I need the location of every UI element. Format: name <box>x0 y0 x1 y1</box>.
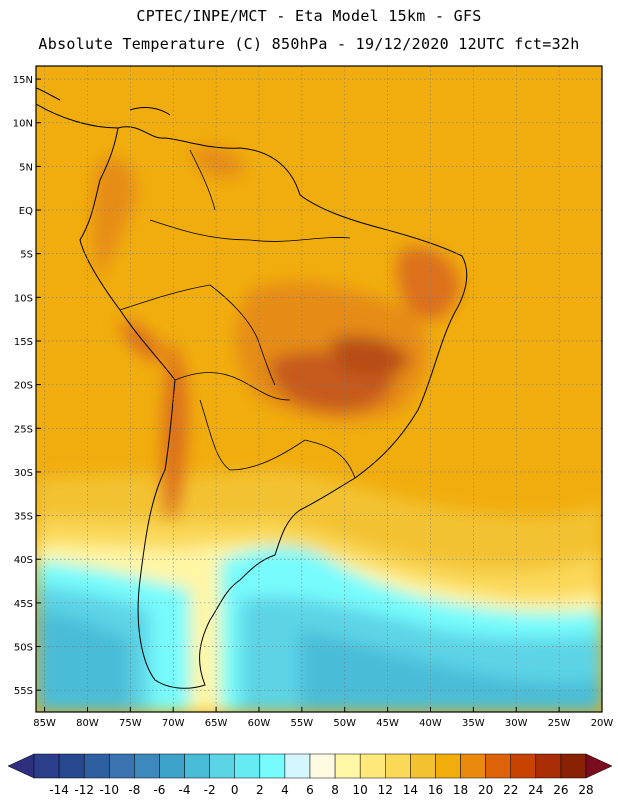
lat-label: 50S <box>14 643 33 654</box>
legend-label: 18 <box>453 783 468 797</box>
lat-label: 35S <box>14 512 33 523</box>
legend-label: 8 <box>331 783 339 797</box>
legend-label: 0 <box>231 783 239 797</box>
legend-label: -6 <box>153 783 165 797</box>
legend-swatch <box>33 753 60 779</box>
lat-label: 45S <box>14 599 33 610</box>
legend-label: -12 <box>74 783 94 797</box>
lon-label: 35W <box>462 718 485 729</box>
legend-swatch <box>284 753 311 779</box>
legend-label: 4 <box>281 783 289 797</box>
temperature-field <box>36 66 602 712</box>
legend-swatch <box>209 753 235 779</box>
lat-label: 30S <box>14 468 33 479</box>
legend-swatch <box>83 753 110 779</box>
lat-label: 15N <box>13 75 33 86</box>
lat-label: 25S <box>14 424 33 435</box>
legend-label: -14 <box>49 783 69 797</box>
legend-swatches <box>7 753 613 779</box>
legend-swatch <box>359 753 386 779</box>
legend-label: -10 <box>99 783 119 797</box>
cold-zone-shading <box>36 470 602 712</box>
legend-swatch <box>385 753 411 779</box>
legend-label: 10 <box>353 783 368 797</box>
lat-label: 10N <box>13 119 33 130</box>
lon-label: 40W <box>419 718 442 729</box>
lat-label: 55S <box>14 686 33 697</box>
legend-label: 28 <box>578 783 593 797</box>
legend-high-arrow <box>585 753 613 779</box>
lon-label: 80W <box>76 718 99 729</box>
legend-swatch <box>485 753 511 779</box>
legend-label: 6 <box>306 783 314 797</box>
lon-label: 85W <box>33 718 56 729</box>
legend-label: 2 <box>256 783 264 797</box>
legend-swatch <box>435 753 461 779</box>
legend-swatch <box>309 753 336 779</box>
legend-swatch <box>58 753 85 779</box>
lon-label: 75W <box>119 718 142 729</box>
legend-swatch <box>234 753 261 779</box>
lon-label: 45W <box>376 718 399 729</box>
legend-swatch <box>259 753 286 779</box>
lon-label: 50W <box>333 718 356 729</box>
lat-label: 20S <box>14 381 33 392</box>
legend-swatch <box>334 753 361 779</box>
map-frame <box>35 65 603 713</box>
legend-swatch <box>560 753 587 779</box>
legend-swatch <box>535 753 562 779</box>
legend-swatch <box>460 753 486 779</box>
lon-label: 60W <box>248 718 271 729</box>
lon-label: 70W <box>162 718 185 729</box>
chart-title-model: CPTEC/INPE/MCT - Eta Model 15km - GFS <box>136 7 482 25</box>
lat-label: EQ <box>19 206 33 217</box>
lat-label: 5S <box>20 250 33 261</box>
legend-swatch <box>159 753 185 779</box>
lon-label: 30W <box>505 718 528 729</box>
lat-label: 15S <box>14 337 33 348</box>
lon-label: 20W <box>591 718 614 729</box>
legend-label: 24 <box>528 783 543 797</box>
longitude-labels: 85W 80W 75W 70W 65W 60W 55W 50W 45W 40W 35W 30W 25W 2… <box>33 718 613 729</box>
legend-swatch <box>134 753 160 779</box>
legend-label: 16 <box>428 783 443 797</box>
legend-label: -2 <box>204 783 216 797</box>
legend-swatch <box>109 753 135 779</box>
legend-label: -4 <box>179 783 191 797</box>
lat-label: 40S <box>14 555 33 566</box>
legend-swatch <box>510 753 537 779</box>
legend-label: 14 <box>403 783 418 797</box>
lon-label: 25W <box>548 718 571 729</box>
hot-zone-shading <box>92 146 460 520</box>
lon-label: 55W <box>291 718 314 729</box>
legend-swatch <box>410 753 436 779</box>
legend-label: 12 <box>378 783 393 797</box>
legend-label: -8 <box>128 783 140 797</box>
coastline <box>36 87 468 689</box>
latitude-labels: 15N 10N 5N EQ 5S 10S 15S 20S 25S 30S 35S 40S 45S 50S 5… <box>13 75 33 697</box>
legend-swatch <box>184 753 210 779</box>
legend-label: 26 <box>553 783 568 797</box>
country-borders <box>119 149 356 479</box>
legend-low-arrow <box>7 753 35 779</box>
lon-label: 65W <box>205 718 228 729</box>
legend-labels: -14 -12 -10 -8 -6 -4 -2 0 2 4 6 8 10 12 14 16 18 20 22 24 26… <box>49 783 593 797</box>
legend-label: 22 <box>503 783 518 797</box>
chart-title-field: Absolute Temperature (C) 850hPa - 19/12/… <box>38 35 580 53</box>
lat-label: 10S <box>14 293 33 304</box>
legend-label: 20 <box>478 783 493 797</box>
lat-label: 5N <box>19 162 33 173</box>
